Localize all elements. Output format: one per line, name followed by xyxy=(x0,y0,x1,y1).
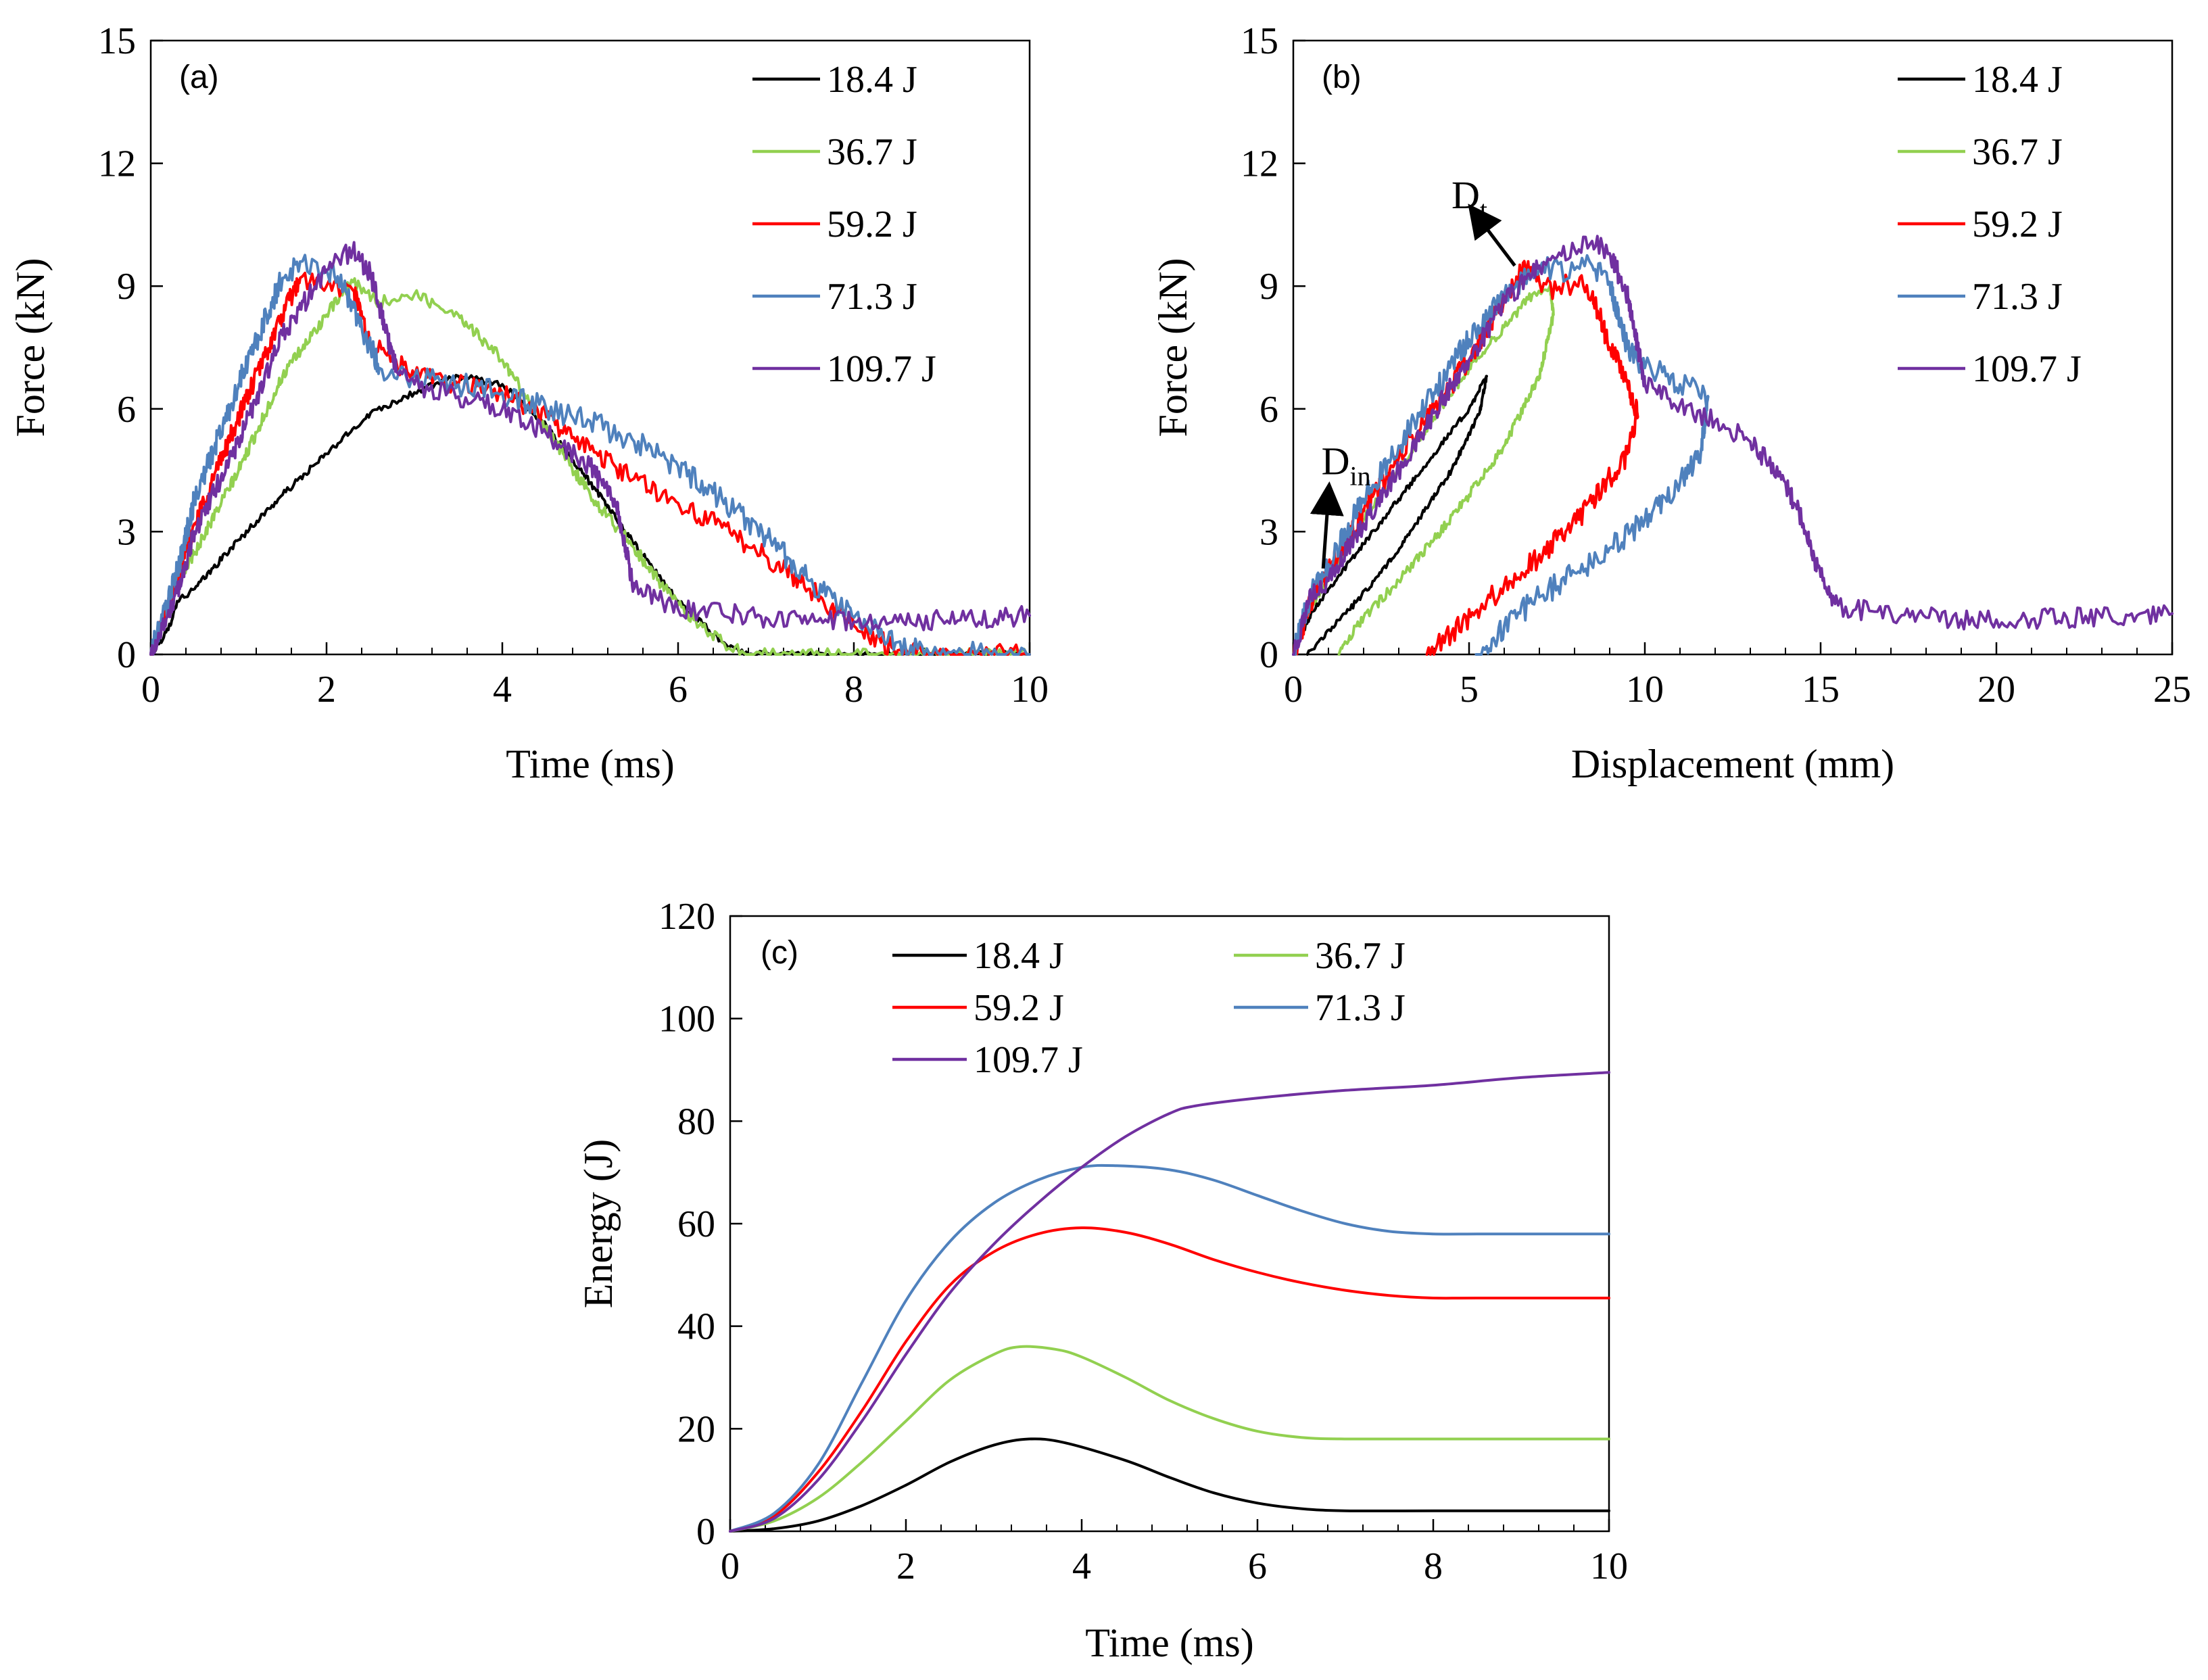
x-tick-label: 5 xyxy=(1460,669,1479,711)
x-tick-label: 2 xyxy=(317,669,336,711)
annotation-main-text: D xyxy=(1451,173,1480,217)
legend-label: 59.2 J xyxy=(827,203,917,245)
x-tick-label: 6 xyxy=(1248,1545,1267,1587)
y-tick-label: 100 xyxy=(658,999,715,1040)
legend-label: 36.7 J xyxy=(1315,935,1406,977)
x-tick-label: 0 xyxy=(1284,669,1303,711)
legend-label: 109.7 J xyxy=(1972,348,2082,390)
y-tick-label: 12 xyxy=(1241,143,1278,185)
legend-label: 36.7 J xyxy=(1972,131,2063,173)
series-line-59-2-J xyxy=(1292,260,1639,656)
x-tick-label: 4 xyxy=(493,669,512,711)
panel-label: (b) xyxy=(1322,59,1362,95)
x-tick-label: 8 xyxy=(844,669,863,711)
y-tick-label: 3 xyxy=(1259,511,1278,553)
x-tick-label: 6 xyxy=(669,669,688,711)
legend-label: 18.4 J xyxy=(1972,59,2063,101)
legend-label: 18.4 J xyxy=(974,935,1064,977)
annotation-arrow-din xyxy=(1310,481,1344,569)
x-tick-label: 0 xyxy=(141,669,160,711)
x-axis-title: Displacement (mm) xyxy=(1571,742,1894,786)
legend-label: 109.7 J xyxy=(974,1039,1083,1081)
series-line-18-4-J xyxy=(149,374,1031,656)
y-tick-label: 15 xyxy=(1241,20,1278,62)
chart-panel-a: 0 2 4 6 8 10 0 3 6 9 12 15 Time (ms) Force (kN) (a) 18.… xyxy=(8,20,1049,786)
y-tick-label: 0 xyxy=(696,1511,715,1553)
series-line-18-4-J xyxy=(1292,375,1488,656)
y-tick-label: 80 xyxy=(677,1101,715,1143)
series-line-59-2-J xyxy=(729,1226,1610,1533)
series-line-109-7-J xyxy=(149,241,1031,656)
y-tick-label: 0 xyxy=(1259,634,1278,676)
series-line-18-4-J xyxy=(729,1437,1610,1533)
y-tick-label: 60 xyxy=(677,1203,715,1245)
legend: 18.4 J 36.7 J 59.2 J 71.3 J 109.7 J xyxy=(1898,59,2082,390)
y-axis-title: Energy (J) xyxy=(576,1139,621,1309)
legend-label: 109.7 J xyxy=(827,348,936,390)
y-axis-title: Force (kN) xyxy=(1151,258,1195,437)
x-tick-label: 0 xyxy=(721,1545,740,1587)
panel-label: (a) xyxy=(179,59,219,95)
y-axis-title: Force (kN) xyxy=(8,258,53,437)
x-tick-label: 10 xyxy=(1626,669,1664,711)
series-line-36-7-J xyxy=(729,1345,1610,1533)
annotation-label: Din xyxy=(1322,439,1371,491)
x-tick-label: 10 xyxy=(1011,669,1049,711)
x-tick-label: 25 xyxy=(2153,669,2191,711)
x-tick-label: 10 xyxy=(1590,1545,1628,1587)
series-line-109-7-J xyxy=(729,1071,1610,1533)
y-tick-label: 0 xyxy=(117,634,136,676)
y-tick-label: 15 xyxy=(98,20,136,62)
plot-area-frame xyxy=(149,39,1031,656)
x-tick-label: 4 xyxy=(1072,1545,1091,1587)
legend-label: 71.3 J xyxy=(1972,276,2063,318)
panel-label: (c) xyxy=(761,935,798,971)
y-tick-label: 120 xyxy=(658,896,715,938)
legend-label: 59.2 J xyxy=(1972,203,2063,245)
series-line-71-3-J xyxy=(1292,254,1710,656)
series-line-109-7-J xyxy=(1292,235,2174,656)
y-tick-label: 6 xyxy=(1259,389,1278,431)
y-tick-label: 20 xyxy=(677,1408,715,1450)
plot-area-frame xyxy=(1292,39,2174,656)
x-tick-label: 8 xyxy=(1424,1545,1443,1587)
x-axis-title: Time (ms) xyxy=(1085,1621,1254,1665)
annotation-label: Dt xyxy=(1451,173,1487,225)
legend-label: 59.2 J xyxy=(974,987,1064,1029)
x-axis-title: Time (ms) xyxy=(506,742,675,786)
x-tick-label: 2 xyxy=(896,1545,915,1587)
annotation-arrow-dt xyxy=(1468,203,1516,267)
series-line-71-3-J xyxy=(729,1163,1610,1533)
y-tick-label: 12 xyxy=(98,143,136,185)
y-tick-label: 3 xyxy=(117,511,136,553)
legend-label: 71.3 J xyxy=(1315,987,1406,1029)
x-tick-label: 15 xyxy=(1802,669,1840,711)
legend: 18.4 J 36.7 J 59.2 J 71.3 J 109.7 J xyxy=(892,935,1406,1081)
legend-label: 36.7 J xyxy=(827,131,917,173)
y-tick-label: 9 xyxy=(117,266,136,308)
annotation-main-text: D xyxy=(1322,439,1350,483)
y-tick-label: 6 xyxy=(117,389,136,431)
series-line-36-7-J xyxy=(149,277,1031,656)
y-tick-label: 9 xyxy=(1259,266,1278,308)
legend-label: 71.3 J xyxy=(827,276,917,318)
x-tick-label: 20 xyxy=(1977,669,2015,711)
annotation-subscript: in xyxy=(1349,461,1370,491)
y-tick-label: 40 xyxy=(677,1306,715,1348)
chart-panel-b: 0 5 10 15 20 25 0 3 6 9 12 15 Displacement (mm) Force… xyxy=(1151,20,2191,786)
series-line-71-3-J xyxy=(149,254,1031,656)
legend: 18.4 J 36.7 J 59.2 J 71.3 J 109.7 J xyxy=(752,59,936,390)
legend-label: 18.4 J xyxy=(827,59,917,101)
